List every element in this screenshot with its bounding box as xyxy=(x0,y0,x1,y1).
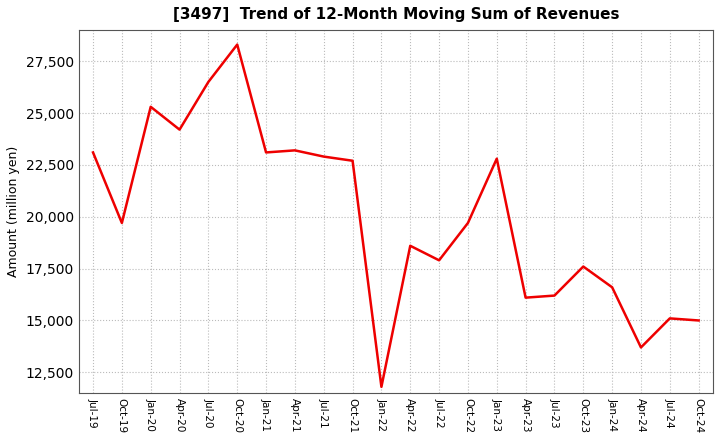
Y-axis label: Amount (million yen): Amount (million yen) xyxy=(7,146,20,277)
Title: [3497]  Trend of 12-Month Moving Sum of Revenues: [3497] Trend of 12-Month Moving Sum of R… xyxy=(173,7,619,22)
